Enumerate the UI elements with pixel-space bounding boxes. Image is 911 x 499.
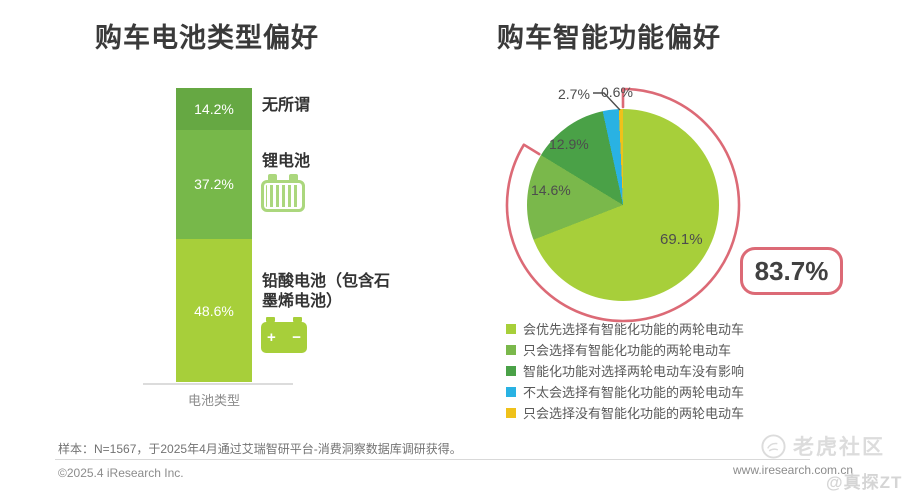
pie-legend: 会优先选择有智能化功能的两轮电动车 只会选择有智能化功能的两轮电动车 智能化功能… (506, 318, 744, 423)
website-url: www.iresearch.com.cn (733, 463, 854, 477)
bar-segment: 37.2% (176, 129, 252, 240)
bar-segment: 14.2% (176, 88, 252, 130)
li-battery-icon (261, 174, 305, 212)
legend-item: 只会选择有智能化功能的两轮电动车 (506, 339, 744, 360)
author-watermark: @真探ZT (826, 473, 903, 492)
tiger-logo-icon (761, 433, 786, 459)
legend-swatch (506, 365, 516, 376)
legend-swatch (506, 386, 516, 397)
legend-item: 会优先选择有智能化功能的两轮电动车 (506, 318, 744, 339)
bar-segment-value: 48.6% (194, 302, 234, 319)
sample-note: 样本：N=1567，于2025年4月通过艾瑞智研平台-消费洞察数据库调研获得。 (58, 442, 462, 456)
chart-title-smart: 购车智能功能偏好 (497, 23, 721, 53)
pie-slice-label: 0.6% (601, 84, 633, 100)
legend-swatch (506, 344, 516, 355)
pie-slice-label: 14.6% (531, 182, 571, 198)
highlight-value-badge: 83.7% (740, 247, 843, 295)
bar-category-label: 铅酸电池（包含石墨烯电池） (262, 273, 391, 310)
x-axis-line (143, 383, 293, 385)
legend-item: 智能化功能对选择两轮电动车没有影响 (506, 360, 744, 381)
community-watermark-text: 老虎社区 (793, 436, 885, 459)
footer-divider (55, 459, 810, 460)
community-watermark: 老虎社区 (760, 431, 885, 461)
bar-segment-value: 37.2% (194, 176, 234, 193)
car-battery-icon: + − (261, 317, 307, 353)
copyright: ©2025.4 iResearch Inc. (58, 466, 184, 480)
chart-title-battery: 购车电池类型偏好 (95, 23, 319, 53)
pie-slice-label: 69.1% (660, 231, 703, 248)
stacked-bar: 14.2% 37.2% 48.6% (176, 88, 252, 382)
legend-swatch (506, 407, 516, 418)
pie-slice-label: 12.9% (549, 136, 589, 152)
legend-swatch (506, 323, 516, 334)
legend-item: 只会选择没有智能化功能的两轮电动车 (506, 402, 744, 423)
x-axis-label: 电池类型 (187, 393, 240, 408)
highlight-value: 83.7% (754, 255, 829, 286)
bar-category-label: 无所谓 (262, 97, 311, 114)
legend-item: 不太会选择有智能化功能的两轮电动车 (506, 381, 744, 402)
bar-segment-value: 14.2% (194, 100, 234, 117)
pie-slice-label: 2.7% (558, 86, 590, 102)
bar-segment: 48.6% (176, 239, 252, 382)
bar-category-label: 锂电池 (262, 153, 311, 170)
